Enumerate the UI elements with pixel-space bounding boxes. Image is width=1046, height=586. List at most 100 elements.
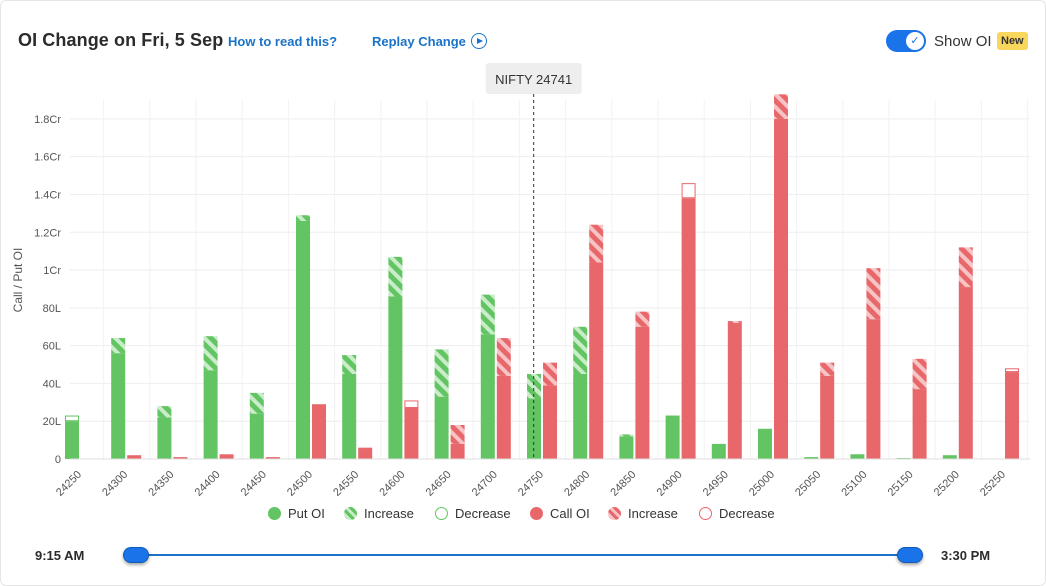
show-oi-toggle[interactable]: ✓: [886, 30, 926, 52]
legend-put-oi-label: Put OI: [288, 506, 325, 521]
x-tick-label: 24250: [54, 469, 84, 499]
check-icon: ✓: [906, 32, 924, 50]
put-decrease-bar: [65, 415, 79, 422]
x-tick-label: 24650: [424, 469, 454, 499]
call-increase-bar: [635, 311, 650, 327]
call-increase-bar: [496, 338, 511, 376]
time-slider-end-handle[interactable]: [897, 547, 923, 563]
x-tick-label: 25200: [932, 469, 962, 499]
x-tick-label: 24500: [285, 469, 315, 499]
x-tick-label: 24750: [516, 469, 546, 499]
call-oi-bar: [635, 326, 650, 459]
put-oi-bar: [296, 220, 310, 459]
call-oi-bar: [958, 287, 973, 459]
call-increase-bar: [450, 424, 465, 444]
legend-call-increase-label: Increase: [628, 506, 678, 521]
legend-put-increase-swatch: [344, 507, 357, 520]
show-oi-label: Show OI: [934, 33, 992, 50]
legend-call-oi-label: Call OI: [550, 506, 590, 521]
put-increase-bar: [111, 338, 126, 354]
legend-call-decrease[interactable]: Decrease: [699, 506, 775, 521]
call-oi-bar: [543, 385, 557, 459]
put-oi-bar: [850, 454, 865, 459]
y-tick-label: 1.6Cr: [34, 152, 61, 164]
put-oi-bar: [619, 436, 634, 459]
x-tick-label: 24350: [146, 469, 176, 499]
legend-put-increase-label: Increase: [364, 506, 414, 521]
put-increase-bar: [619, 434, 634, 437]
call-oi-bar: [496, 375, 511, 459]
x-tick-label: 25000: [747, 469, 777, 499]
x-tick-label: 25100: [839, 469, 869, 499]
put-increase-bar: [573, 326, 588, 374]
legend-call-oi-swatch: [530, 507, 543, 520]
put-increase-bar: [527, 373, 541, 399]
call-decrease-bar: [358, 447, 373, 450]
legend-call-decrease-label: Decrease: [719, 506, 775, 521]
put-increase-bar: [157, 406, 172, 418]
y-tick-label: 20L: [43, 416, 61, 428]
start-time-label: 9:15 AM: [35, 548, 85, 563]
call-increase-bar: [820, 362, 835, 376]
page-title: OI Change on Fri, 5 Sep: [18, 30, 224, 50]
call-oi-bar: [681, 198, 696, 459]
call-decrease-bar: [265, 457, 280, 460]
put-oi-bar: [342, 373, 357, 459]
call-oi-bar: [173, 457, 188, 459]
put-oi-bar: [527, 398, 541, 459]
chart-legend: Put OI Increase Decrease Call OI Increas…: [0, 506, 1046, 526]
call-oi-bar: [1005, 372, 1019, 459]
time-slider-track[interactable]: [136, 554, 910, 556]
call-oi-bar: [450, 443, 465, 459]
legend-call-increase[interactable]: Increase: [608, 506, 678, 521]
legend-call-decrease-swatch: [699, 507, 712, 520]
call-oi-bar: [774, 118, 788, 459]
call-oi-bar: [219, 454, 234, 459]
legend-call-oi[interactable]: Call OI: [530, 506, 590, 521]
call-oi-bar: [589, 262, 604, 459]
call-increase-bar: [543, 362, 557, 386]
x-tick-label: 24550: [331, 469, 361, 499]
call-increase-bar: [774, 94, 788, 119]
time-slider-start-handle[interactable]: [123, 547, 149, 563]
legend-put-decrease[interactable]: Decrease: [435, 506, 511, 521]
call-oi-bar: [820, 375, 835, 459]
legend-call-increase-swatch: [608, 507, 621, 520]
put-increase-bar: [203, 336, 218, 371]
x-tick-label: 24950: [701, 469, 731, 499]
call-decrease-bar: [681, 183, 696, 199]
spot-price-label: NIFTY 24741: [495, 72, 572, 87]
put-oi-bar: [758, 428, 772, 459]
play-circle-icon[interactable]: [471, 33, 487, 49]
put-oi-bar: [157, 417, 172, 459]
x-tick-label: 24450: [239, 469, 269, 499]
y-axis-label: Call / Put OI: [11, 248, 25, 313]
call-increase-bar: [866, 268, 881, 320]
how-to-read-link[interactable]: How to read this?: [228, 34, 338, 49]
x-tick-label: 24600: [377, 469, 407, 499]
put-oi-bar: [480, 334, 495, 459]
call-decrease-bar: [404, 400, 419, 408]
put-oi-bar: [711, 443, 726, 459]
end-time-label: 3:30 PM: [941, 548, 991, 563]
put-increase-bar: [342, 355, 357, 374]
call-oi-bar: [912, 389, 927, 459]
call-increase-bar: [958, 247, 973, 288]
x-tick-label: 24300: [100, 469, 130, 499]
call-oi-bar: [127, 455, 142, 459]
put-oi-bar: [203, 370, 218, 459]
spot-price-badge: [485, 63, 582, 94]
x-tick-label: 24800: [562, 469, 592, 499]
legend-put-increase[interactable]: Increase: [344, 506, 414, 521]
replay-change-link[interactable]: Replay Change: [372, 34, 466, 49]
put-oi-bar: [434, 396, 449, 459]
call-oi-bar: [404, 407, 419, 459]
y-tick-label: 80L: [43, 303, 61, 315]
put-oi-bar: [249, 413, 264, 459]
call-oi-bar: [358, 449, 373, 459]
y-tick-label: 1Cr: [43, 265, 61, 277]
legend-put-oi[interactable]: Put OI: [268, 506, 325, 521]
y-tick-label: 1.4Cr: [34, 189, 61, 201]
put-oi-bar: [65, 421, 79, 459]
put-oi-bar: [665, 415, 680, 459]
